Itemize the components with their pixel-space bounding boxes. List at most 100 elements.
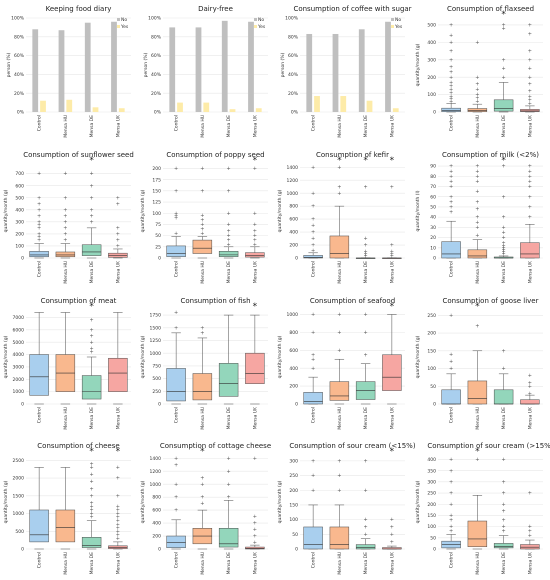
outlier-point: + [116,508,120,514]
outlier-point: + [502,252,506,258]
y-tick-label: 250 [289,473,298,479]
outlier-point: + [390,539,394,545]
outlier-point: + [337,473,341,479]
outlier-point: + [90,515,94,521]
y-axis-label: person (%) [143,52,149,77]
chart-title: Consumption of poppy seed [166,151,264,159]
outlier-point: + [311,312,315,318]
legend-label: No [258,17,264,23]
x-tick-label: Control [174,407,180,423]
y-tick-label: 0 [295,402,298,408]
y-tick-label: 200 [289,384,298,390]
y-tick-label: 0 [158,547,161,553]
bar [169,27,176,112]
y-tick-label: 0 [158,402,161,408]
outlier-point: + [449,40,453,46]
x-tick-label: Mensa DE [363,115,369,138]
outlier-point: + [364,312,368,318]
outlier-point: + [90,317,94,323]
bar [248,21,254,112]
y-tick-label: 5000 [13,340,25,346]
legend-swatch [117,18,120,21]
chart-title: Consumption of coffee with sugar [293,5,411,13]
outlier-point: + [90,493,94,499]
outlier-point: + [449,80,453,86]
y-tick-label: 500 [427,23,436,29]
outlier-point: + [528,66,532,72]
x-tick-label: Control [37,552,43,568]
significance-star: * [390,447,395,457]
x-tick-label: Mensa HU [337,552,343,575]
chart-title: Keeping food diary [46,5,112,13]
legend-label: Yes [120,24,129,30]
outlier-point: + [90,350,94,356]
y-axis-label: quantity/month (l) [415,190,421,231]
outlier-point: + [449,513,453,519]
y-axis-label: quantity/month (g) [3,335,9,378]
outlier-point: + [449,97,453,103]
box [81,375,102,400]
outlier-point: + [227,233,231,239]
x-tick-label: Mensa UK [527,260,533,283]
bar [84,22,91,113]
y-tick-label: 200 [152,534,161,540]
y-tick-label: 100% [285,16,299,22]
significance-star: * [200,447,205,457]
outlier-point: + [449,359,453,365]
y-axis-label: quantity/month (g) [3,189,9,232]
box [29,509,49,543]
x-tick-label: Mensa HU [475,552,481,575]
outlier-point: + [37,231,41,237]
x-tick-label: Mensa HU [63,261,69,284]
bar [195,27,202,112]
y-tick-label: 400 [427,40,436,46]
outlier-point: + [253,521,257,527]
y-tick-label: 200 [427,502,436,508]
outlier-point: + [449,57,453,63]
outlier-point: + [364,525,368,531]
outlier-point: + [449,184,453,190]
x-tick-label: Control [37,261,43,277]
y-tick-label: 200 [15,231,24,237]
y-tick-label: 40% [14,72,25,78]
outlier-point: + [502,524,506,530]
y-tick-label: 7000 [13,315,25,321]
y-axis-label: quantity/month (g) [277,189,283,232]
x-tick-label: Mensa HU [475,407,481,430]
outlier-point: + [63,231,67,237]
outlier-point: + [528,23,532,29]
y-tick-label: 150 [427,348,436,354]
box [192,373,213,401]
y-tick-label: 80% [151,34,162,40]
outlier-point: + [528,373,532,379]
box [303,392,323,405]
x-tick-label: Mensa HU [337,115,343,138]
outlier-point: + [253,540,257,546]
box [245,252,265,258]
y-tick-label: 50 [430,205,436,211]
outlier-point: + [311,243,315,249]
outlier-point: + [63,207,67,213]
y-tick-label: 2000 [13,377,25,383]
x-tick-label: Control [311,407,317,423]
y-tick-label: 30 [430,225,436,231]
chart-panel: Consumption of cottage cheese 0 200 400 600 8… [140,442,271,575]
y-tick-label: 0% [291,110,299,116]
outlier-point: + [311,230,315,236]
outlier-point: + [364,252,368,258]
legend-swatch [117,25,120,28]
chart-title: Consumption of fish [180,297,250,305]
box [192,239,213,254]
outlier-point: + [90,183,94,189]
box [329,381,350,401]
outlier-point: + [90,465,94,471]
chart-title: Consumption of flaxseed [447,5,534,13]
y-tick-label: 300 [289,458,298,464]
x-tick-label: Mensa DE [363,407,369,430]
chart-panel: Consumption of sunflower seed 0 100 200 300 4… [3,151,134,284]
y-tick-label: 0 [21,402,24,408]
x-tick-label: Mensa DE [226,407,232,430]
bar [66,99,73,112]
chart-panel: Consumption of sour cream (>15%) 0 50 100 15… [415,442,550,575]
